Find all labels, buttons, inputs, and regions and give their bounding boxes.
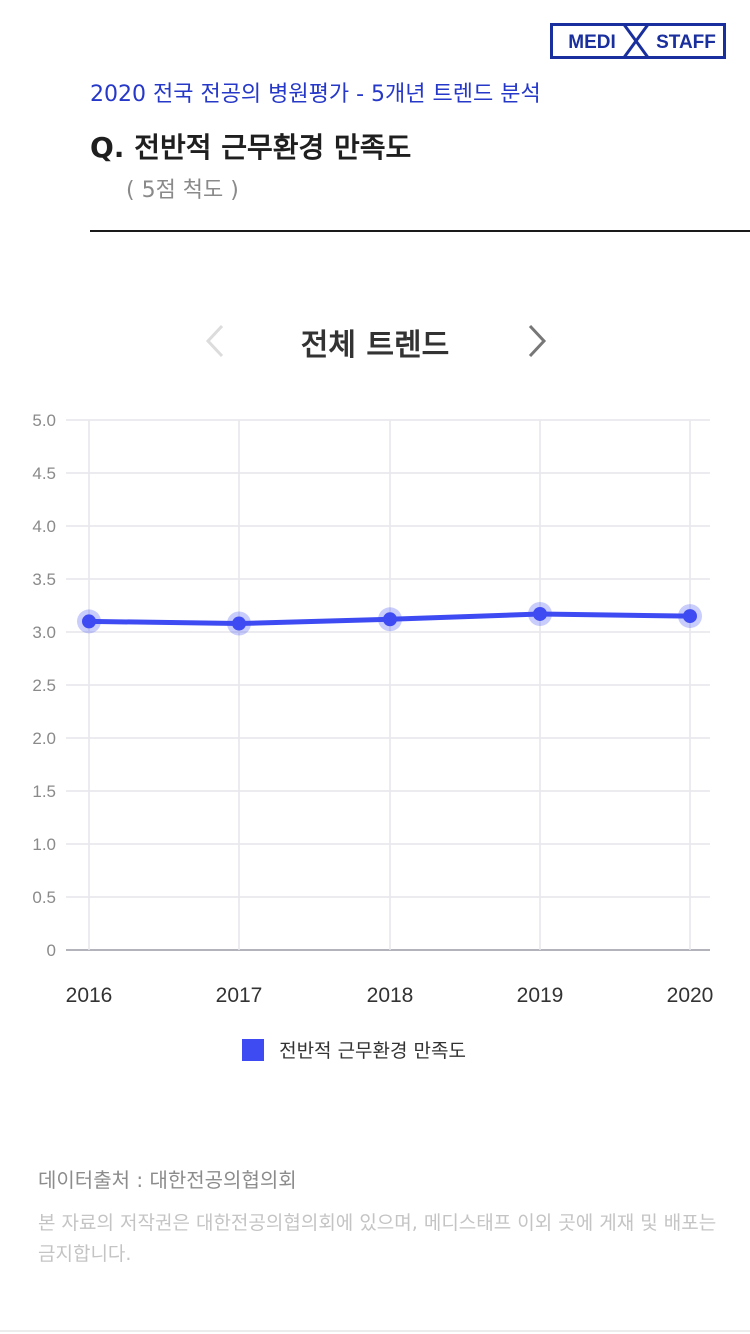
y-tick-label: 4.0 xyxy=(32,517,56,536)
x-tick-label: 2019 xyxy=(517,984,564,1007)
y-tick-label: 4.5 xyxy=(32,464,56,483)
scale-note: ( 5점 척도 ) xyxy=(126,178,239,203)
copyright-notice: 본 자료의 저작권은 대한전공의협의회에 있으며, 메디스태프 이외 곳에 게재… xyxy=(38,1212,717,1265)
chevron-right-icon xyxy=(528,324,547,358)
y-tick-label: 0.5 xyxy=(32,888,56,907)
chart-nav-title: 전체 트렌드 xyxy=(300,328,450,363)
chevron-left-icon xyxy=(205,324,224,358)
y-tick-label: 3.0 xyxy=(32,623,56,642)
data-point xyxy=(82,614,96,629)
chart-legend[interactable]: 전반적 근무환경 만족도 xyxy=(242,1036,466,1062)
y-tick-label: 3.5 xyxy=(32,570,56,589)
medistaff-logo: MEDI STAFF xyxy=(550,23,726,59)
header-divider xyxy=(90,230,750,232)
data-point xyxy=(533,606,547,621)
y-tick-label: 0 xyxy=(47,941,56,960)
logo-left-text: MEDI xyxy=(568,32,616,53)
x-tick-label: 2018 xyxy=(367,984,414,1007)
line-chart: 0 0.5 1.0 1.5 2.0 2.5 3.0 3.5 4.0 4.5 5.0 2016 2017 2… xyxy=(32,411,714,1007)
data-point xyxy=(683,609,697,624)
logo-right-text: STAFF xyxy=(656,32,716,53)
legend-swatch xyxy=(242,1038,264,1061)
y-tick-label: 5.0 xyxy=(32,411,56,430)
data-source: 데이터출처 : 대한전공의협의회 xyxy=(38,1168,297,1192)
y-tick-label: 2.0 xyxy=(32,729,56,748)
question-title: Q. 전반적 근무환경 만족도 xyxy=(90,131,412,164)
report-subtitle: 2020 전국 전공의 병원평가 - 5개년 트렌드 분석 xyxy=(90,82,541,107)
y-tick-label: 2.5 xyxy=(32,676,56,695)
x-tick-label: 2016 xyxy=(66,984,113,1007)
x-tick-label: 2017 xyxy=(216,984,263,1007)
data-point xyxy=(383,612,397,627)
x-tick-label: 2020 xyxy=(667,984,714,1007)
next-chart-button[interactable] xyxy=(516,318,556,364)
legend-label: 전반적 근무환경 만족도 xyxy=(279,1040,466,1062)
bottom-divider xyxy=(0,1330,750,1332)
data-point xyxy=(232,616,246,631)
y-tick-label: 1.0 xyxy=(32,835,56,854)
y-tick-label: 1.5 xyxy=(32,782,56,801)
prev-chart-button[interactable] xyxy=(196,318,236,364)
